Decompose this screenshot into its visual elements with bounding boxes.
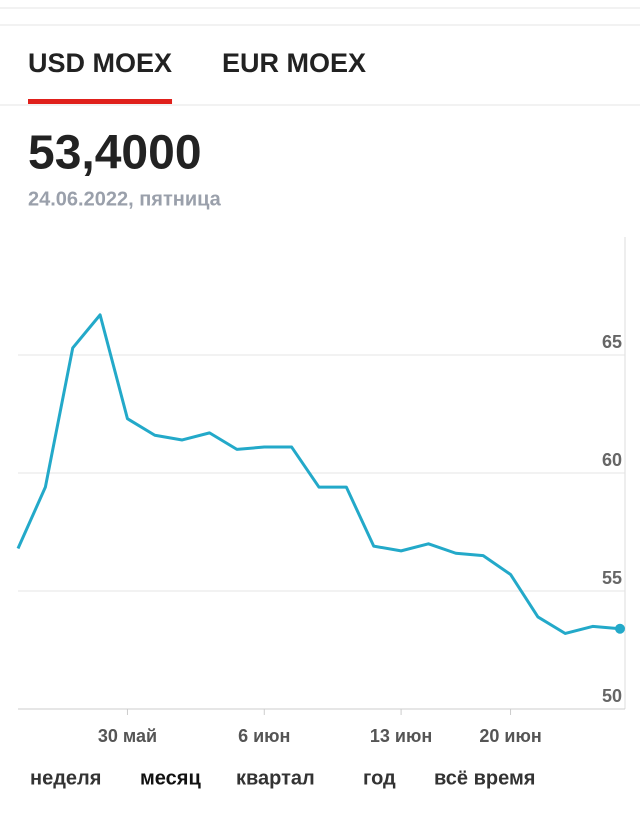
tab[interactable]: USD MOEX [28, 48, 172, 78]
period-button[interactable]: год [363, 767, 396, 789]
price: 53,4000 [28, 127, 202, 180]
y-tick-label: 55 [602, 568, 622, 588]
x-tick-label: 20 июн [479, 726, 541, 746]
y-tick-label: 60 [602, 450, 622, 470]
tab[interactable]: EUR MOEX [222, 48, 366, 78]
period-button[interactable]: месяц [140, 767, 201, 789]
period-button[interactable]: квартал [236, 767, 315, 789]
y-tick-label: 65 [602, 332, 622, 352]
active-tab-underline [28, 99, 173, 104]
period-button[interactable]: неделя [30, 767, 101, 789]
x-tick-label: 13 июн [370, 726, 432, 746]
period-button[interactable]: всё время [434, 767, 535, 789]
last-point [615, 623, 625, 634]
price-line [16, 313, 621, 635]
y-tick-label: 50 [602, 686, 622, 706]
date: 24.06.2022, пятница [28, 188, 222, 210]
x-tick-label: 6 июн [238, 726, 290, 746]
x-tick-label: 30 май [98, 726, 157, 746]
